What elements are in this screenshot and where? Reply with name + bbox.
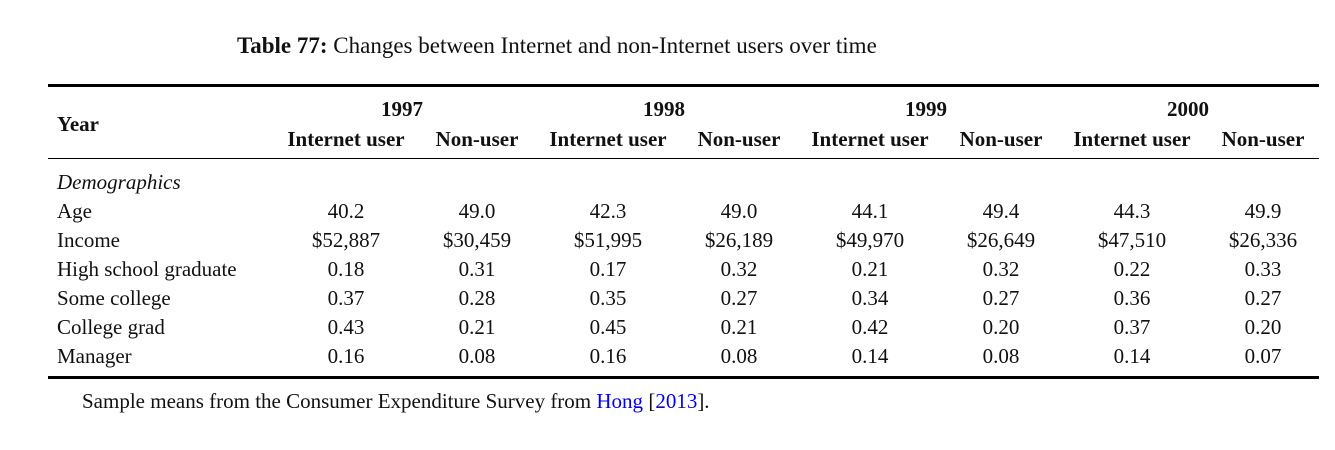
table-cell: 0.22 — [1113, 257, 1151, 281]
table-cell: 40.2 — [327, 199, 365, 223]
row-label: Income — [57, 228, 120, 252]
table-cell: $30,459 — [442, 228, 512, 252]
table-cell: 0.32 — [720, 257, 758, 281]
year-header-2: 1999 — [905, 97, 947, 121]
table-header-rule — [48, 158, 1319, 159]
table-bottom-rule — [48, 376, 1319, 379]
table-cell: 0.37 — [327, 286, 365, 310]
table-cell: 0.42 — [851, 315, 889, 339]
table-cell: 49.0 — [458, 199, 496, 223]
year-column-header: Year — [57, 112, 99, 136]
table-caption-text: Changes between Internet and non-Interne… — [333, 33, 877, 58]
citation-author-link[interactable]: Hong — [596, 389, 644, 413]
table-cell: 0.33 — [1244, 257, 1282, 281]
table-cell: 0.43 — [327, 315, 365, 339]
table-cell: 0.08 — [982, 344, 1020, 368]
citation-year-link[interactable]: 2013 — [655, 389, 698, 413]
table-cell: 0.14 — [1113, 344, 1151, 368]
table-cell: 0.16 — [327, 344, 365, 368]
table-cell: 0.14 — [851, 344, 889, 368]
table-cell: 0.27 — [720, 286, 758, 310]
subcolumn-header: Internet user — [1073, 127, 1191, 151]
table-caption-label: Table 77: — [237, 33, 328, 58]
subcolumn-header: Internet user — [287, 127, 405, 151]
table-cell: 0.35 — [589, 286, 627, 310]
table-cell: $26,189 — [704, 228, 774, 252]
year-header-1: 1998 — [643, 97, 685, 121]
table-cell: 49.4 — [982, 199, 1020, 223]
table-cell: 0.28 — [458, 286, 496, 310]
table-cell: $26,336 — [1228, 228, 1298, 252]
table-cell: 49.0 — [720, 199, 758, 223]
table-cell: 0.21 — [458, 315, 496, 339]
table-cell: 0.27 — [1244, 286, 1282, 310]
table-top-rule — [48, 84, 1319, 87]
table-cell: 0.36 — [1113, 286, 1151, 310]
table-cell: 0.20 — [1244, 315, 1282, 339]
year-header-0: 1997 — [381, 97, 423, 121]
table-cell: $26,649 — [966, 228, 1036, 252]
table-cell: 49.9 — [1244, 199, 1282, 223]
subcolumn-header: Non-user — [435, 127, 519, 151]
table-cell: 44.3 — [1113, 199, 1151, 223]
table-cell: $52,887 — [311, 228, 381, 252]
row-label: College grad — [57, 315, 165, 339]
table-cell: $47,510 — [1097, 228, 1167, 252]
table-cell: 0.37 — [1113, 315, 1151, 339]
table-cell: 0.34 — [851, 286, 889, 310]
table-cell: 0.18 — [327, 257, 365, 281]
row-label: Some college — [57, 286, 171, 310]
table-cell: 42.3 — [589, 199, 627, 223]
row-label: High school graduate — [57, 257, 237, 281]
citation-close: ]. — [697, 389, 710, 413]
table-cell: 0.45 — [589, 315, 627, 339]
table-cell: 0.16 — [589, 344, 627, 368]
section-label: Demographics — [57, 170, 181, 194]
table-cell: 0.27 — [982, 286, 1020, 310]
table-caption: Table 77: Changes between Internet and n… — [237, 33, 877, 59]
citation-bracket: [ — [643, 389, 656, 413]
year-header-3: 2000 — [1167, 97, 1209, 121]
subcolumn-header: Non-user — [1221, 127, 1305, 151]
table-cell: 0.08 — [458, 344, 496, 368]
table-cell: $49,970 — [835, 228, 905, 252]
table-cell: 0.31 — [458, 257, 496, 281]
row-label: Manager — [57, 344, 132, 368]
table-cell: 0.32 — [982, 257, 1020, 281]
table-note: Sample means from the Consumer Expenditu… — [82, 389, 710, 414]
table-cell: 0.21 — [851, 257, 889, 281]
table-cell: 0.17 — [589, 257, 627, 281]
row-label: Age — [57, 199, 92, 223]
table-cell: 0.21 — [720, 315, 758, 339]
table-note-text: Sample means from the Consumer Expenditu… — [82, 389, 597, 413]
subcolumn-header: Internet user — [811, 127, 929, 151]
table-cell: 0.07 — [1244, 344, 1282, 368]
table-cell: 0.20 — [982, 315, 1020, 339]
table-cell: $51,995 — [573, 228, 643, 252]
subcolumn-header: Non-user — [959, 127, 1043, 151]
table-cell: 0.08 — [720, 344, 758, 368]
subcolumn-header: Internet user — [549, 127, 667, 151]
subcolumn-header: Non-user — [697, 127, 781, 151]
table-cell: 44.1 — [851, 199, 889, 223]
